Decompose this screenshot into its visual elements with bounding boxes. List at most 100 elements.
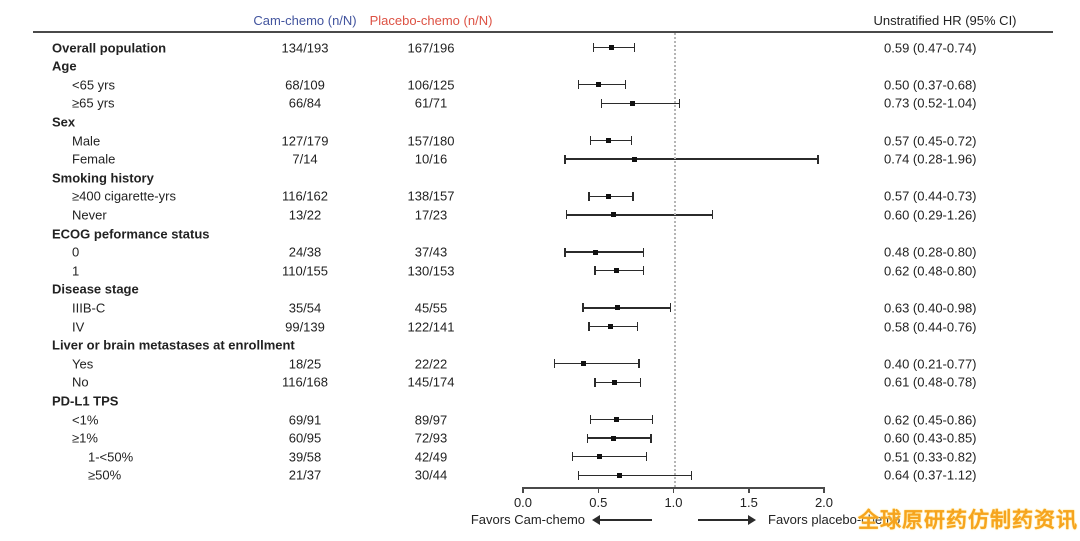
subgroup-label: <65 yrs <box>72 77 115 93</box>
ci-line <box>566 214 713 216</box>
ci-cap <box>651 415 654 424</box>
cam-chemo-value: 127/179 <box>281 133 329 148</box>
subgroup-row: Disease stage <box>0 280 1080 299</box>
header-divider-line <box>33 31 1053 33</box>
subgroup-row: PD-L1 TPS <box>0 391 1080 410</box>
subgroup-label: 1-<50% <box>88 449 134 465</box>
point-estimate-marker <box>612 379 618 385</box>
cam-chemo-value: 69/91 <box>288 412 322 427</box>
placebo-chemo-value: 30/44 <box>414 467 448 483</box>
left-arrow-icon <box>600 519 652 521</box>
hr-ci-value: 0.64 (0.37-1.12) <box>884 467 977 483</box>
placebo-chemo-value: 17/23 <box>414 207 448 223</box>
cam-chemo-column-header: Cam-chemo (n/N) <box>253 13 357 28</box>
ci-cap <box>639 377 642 387</box>
subgroup-label: ECOG peformance status <box>52 226 210 241</box>
ci-cap <box>624 80 627 90</box>
point-estimate-marker <box>597 454 603 460</box>
placebo-chemo-value: 89/97 <box>414 412 448 427</box>
subgroup-row: 0 24/38 37/43 0.48 (0.28-0.80) <box>0 243 1080 262</box>
hr-ci-value: 0.50 (0.37-0.68) <box>884 77 977 93</box>
cam-chemo-value: 13/22 <box>288 207 322 223</box>
ci-line <box>554 362 639 365</box>
ci-cap <box>642 247 645 257</box>
cam-chemo-value: 66/84 <box>288 95 322 111</box>
subgroup-row: ≥65 yrs 66/84 61/71 0.73 (0.52-1.04) <box>0 94 1080 113</box>
ci-cap <box>690 470 693 480</box>
subgroup-label: Never <box>72 207 107 223</box>
hr-ci-value: 0.58 (0.44-0.76) <box>884 319 977 334</box>
ci-cap <box>600 98 603 108</box>
point-estimate-marker <box>610 435 616 441</box>
ci-cap <box>633 43 636 52</box>
favors-right-label: Favors placebo-chemo <box>768 512 901 527</box>
placebo-chemo-value: 42/49 <box>414 449 448 465</box>
ci-cap <box>553 359 556 369</box>
cam-chemo-value: 21/37 <box>288 467 322 483</box>
ci-line <box>587 437 651 439</box>
hr-ci-value: 0.74 (0.28-1.96) <box>884 151 977 167</box>
subgroup-rows-container: Overall population 134/193 167/196 0.59 (0.… <box>0 38 1080 485</box>
x-axis-tick <box>748 487 750 493</box>
ci-line <box>589 325 638 328</box>
subgroup-row: Never 13/22 17/23 0.60 (0.29-1.26) <box>0 205 1080 224</box>
subgroup-label: 1 <box>72 263 80 279</box>
subgroup-row: IV 99/139 122/141 0.58 (0.44-0.76) <box>0 317 1080 336</box>
subgroup-row: <1% 69/91 89/97 0.62 (0.45-0.86) <box>0 410 1080 429</box>
x-axis-tick <box>597 487 600 493</box>
ci-cap <box>564 154 566 164</box>
x-axis-tick-label: 0.0 <box>513 495 533 510</box>
x-axis-tick-label: 0.5 <box>589 495 608 510</box>
ci-cap <box>817 154 819 164</box>
subgroup-label: Male <box>72 133 101 148</box>
ci-cap <box>577 80 580 90</box>
cam-chemo-value: 116/168 <box>281 374 329 390</box>
cam-chemo-value: 35/54 <box>288 300 322 316</box>
subgroup-row: ≥50% 21/37 30/44 0.64 (0.37-1.12) <box>0 466 1080 485</box>
subgroup-row: Sex <box>0 112 1080 131</box>
subgroup-label: Liver or brain metastases at enrollment <box>52 337 295 353</box>
point-estimate-marker <box>613 268 619 274</box>
subgroup-label: 0 <box>72 244 80 260</box>
subgroup-label: ≥65 yrs <box>72 95 115 111</box>
hr-ci-value: 0.57 (0.44-0.73) <box>884 188 977 204</box>
subgroup-row: 1-<50% 39/58 42/49 0.51 (0.33-0.82) <box>0 447 1080 466</box>
ci-line <box>578 474 692 477</box>
subgroup-label: PD-L1 TPS <box>52 393 119 409</box>
hr-ci-value: 0.73 (0.52-1.04) <box>884 95 977 111</box>
subgroup-row: <65 yrs 68/109 106/125 0.50 (0.37-0.68) <box>0 75 1080 94</box>
cam-chemo-value: 24/38 <box>288 244 322 260</box>
cam-chemo-value: 7/14 <box>292 151 318 167</box>
cam-chemo-value: 134/193 <box>281 40 329 55</box>
favors-left-label: Favors Cam-chemo <box>470 512 585 527</box>
subgroup-row: Liver or brain metastases at enrollment <box>0 336 1080 355</box>
right-arrow-icon <box>698 519 748 521</box>
cam-chemo-value: 99/139 <box>285 319 325 334</box>
point-estimate-marker <box>606 193 612 199</box>
hr-column-header: Unstratified HR (95% CI) <box>873 13 1017 28</box>
ci-line <box>565 158 818 160</box>
subgroup-label: Sex <box>52 114 76 130</box>
placebo-chemo-value: 157/180 <box>407 133 455 148</box>
cam-chemo-value: 68/109 <box>285 77 325 93</box>
placebo-chemo-value: 138/157 <box>407 188 455 204</box>
placebo-chemo-value: 167/196 <box>407 40 455 55</box>
placebo-chemo-value: 45/55 <box>414 300 448 316</box>
subgroup-label: ≥1% <box>72 430 98 446</box>
subgroup-row: ≥400 cigarette-yrs 116/162 138/157 0.57 (0.… <box>0 187 1080 206</box>
point-estimate-marker <box>595 82 601 88</box>
x-axis-tick <box>823 487 825 493</box>
hr-ci-value: 0.61 (0.48-0.78) <box>884 374 977 390</box>
hr-ci-value: 0.62 (0.48-0.80) <box>884 263 977 279</box>
subgroup-row: No 116/168 145/174 0.61 (0.48-0.78) <box>0 373 1080 392</box>
placebo-chemo-value: 22/22 <box>414 356 448 372</box>
point-estimate-marker <box>616 472 622 478</box>
hr-ci-value: 0.59 (0.47-0.74) <box>884 40 977 55</box>
placebo-chemo-value: 61/71 <box>414 95 448 111</box>
hr-ci-value: 0.60 (0.43-0.85) <box>884 430 977 446</box>
point-estimate-marker <box>607 324 613 329</box>
ci-cap <box>571 452 574 462</box>
subgroup-label: IV <box>72 319 85 334</box>
ci-line <box>595 269 644 272</box>
ci-cap <box>564 247 566 257</box>
